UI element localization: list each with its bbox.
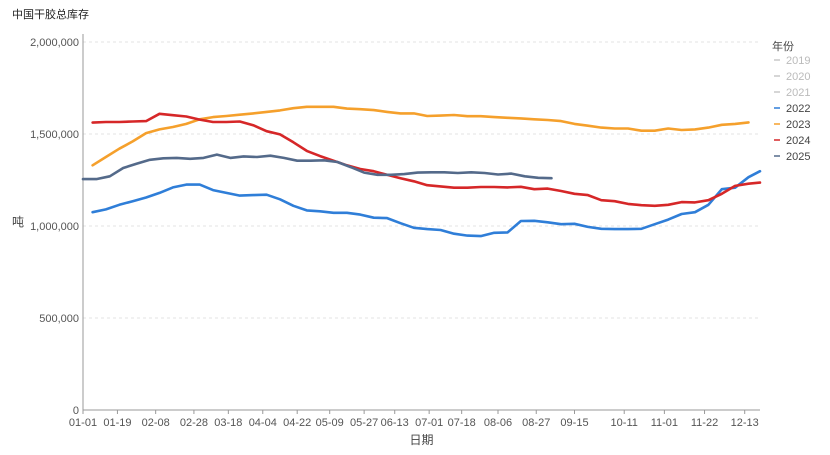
y-tick-label: 0 (73, 405, 79, 417)
x-tick-label: 04-04 (249, 417, 277, 429)
legend-label: 2022 (786, 103, 810, 115)
y-tick-label: 1,500,000 (30, 129, 79, 141)
legend-label: 2025 (786, 151, 810, 163)
y-tick-label: 2,000,000 (30, 37, 79, 49)
y-axis-label: 吨 (12, 215, 24, 229)
y-axis-ticks: 0 500,000 1,000,000 1,500,000 2,000,000 (30, 37, 79, 417)
x-tick-label: 07-18 (448, 417, 476, 429)
x-tick-label: 02-08 (142, 417, 170, 429)
x-tick-label: 06-13 (381, 417, 409, 429)
y-tick-label: 500,000 (39, 313, 79, 325)
x-tick-label: 07-01 (415, 417, 443, 429)
x-tick-label: 12-13 (731, 417, 759, 429)
chart-title: 中国干胶总库存 (12, 9, 89, 21)
legend-item-2019[interactable]: 2019 (774, 55, 810, 67)
x-tick-label: 11-01 (651, 417, 678, 429)
legend-item-2021[interactable]: 2021 (774, 87, 810, 99)
x-tick-label: 11-22 (691, 417, 718, 429)
legend-item-2020[interactable]: 2020 (774, 71, 810, 83)
x-tick-label: 08-06 (484, 417, 512, 429)
legend[interactable]: 年份 2019 2020 2021 2022 2023 2024 2025 (772, 39, 810, 163)
series-lines (81, 105, 762, 238)
x-tick-label: 10-11 (611, 417, 638, 429)
x-tick-label: 05-09 (316, 417, 344, 429)
series-line-2022[interactable] (91, 169, 762, 238)
legend-label: 2020 (786, 71, 810, 83)
legend-label: 2021 (786, 87, 810, 99)
legend-item-2025[interactable]: 2025 (774, 151, 810, 163)
series-line-2025[interactable] (81, 153, 553, 181)
legend-title: 年份 (772, 39, 794, 53)
x-tick-label: 09-15 (560, 417, 588, 429)
x-axis-ticks: 01-01 01-19 02-08 02-28 03-18 04-04 04-22 05-09… (69, 410, 759, 429)
legend-item-2023[interactable]: 2023 (774, 119, 810, 131)
x-tick-label: 03-18 (214, 417, 242, 429)
legend-item-2024[interactable]: 2024 (774, 135, 810, 147)
legend-label: 2019 (786, 55, 810, 67)
x-tick-label: 01-19 (103, 417, 131, 429)
series-line-2023[interactable] (91, 105, 750, 167)
y-tick-label: 1,000,000 (30, 221, 79, 233)
x-tick-label: 04-22 (283, 417, 311, 429)
legend-label: 2023 (786, 119, 810, 131)
x-axis-label: 日期 (409, 433, 433, 447)
x-tick-label: 02-28 (180, 417, 208, 429)
x-tick-label: 05-27 (350, 417, 378, 429)
legend-item-2022[interactable]: 2022 (774, 103, 810, 115)
x-tick-label: 01-01 (69, 417, 97, 429)
grid-lines (83, 41, 760, 319)
series-line-2024[interactable] (91, 112, 762, 208)
x-tick-label: 08-27 (522, 417, 550, 429)
legend-label: 2024 (786, 135, 810, 147)
